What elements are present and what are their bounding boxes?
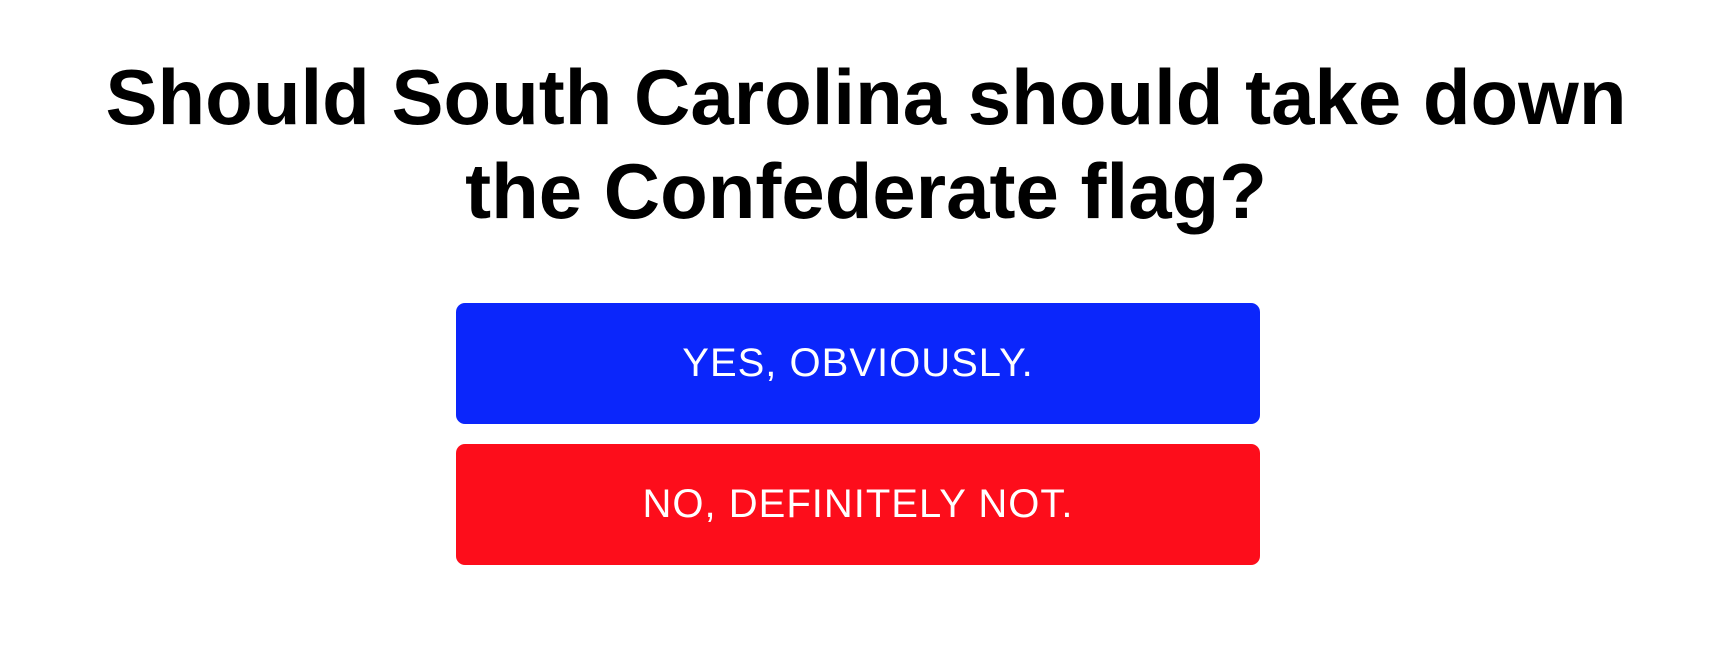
yes-option-button[interactable]: YES, OBVIOUSLY. xyxy=(456,303,1260,424)
poll-question: Should South Carolina should take down t… xyxy=(105,53,1627,235)
no-option-button[interactable]: NO, DEFINITELY NOT. xyxy=(456,444,1260,565)
poll-options: YES, OBVIOUSLY. NO, DEFINITELY NOT. xyxy=(456,303,1260,565)
